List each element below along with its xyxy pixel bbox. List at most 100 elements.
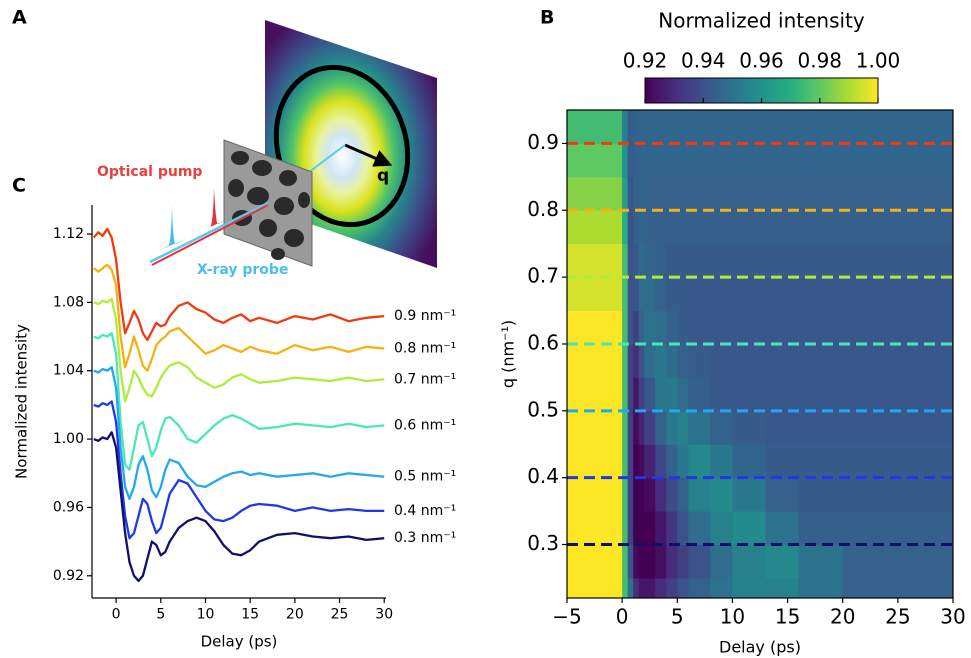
line-series: [93, 431, 385, 583]
x-tick-label: 15: [241, 606, 259, 622]
heatmap-cell: [666, 143, 678, 178]
heatmap-cell: [732, 176, 767, 211]
heatmap-cell: [644, 176, 656, 211]
colorbar-tick-label: 0.96: [739, 49, 784, 73]
heatmap-cell: [842, 277, 899, 312]
heatmap-cell: [655, 544, 667, 579]
y-tick-label: 0.8: [527, 197, 559, 221]
series-label: 0.8 nm⁻¹: [394, 341, 456, 357]
x-axis-label: Delay (ps): [719, 638, 801, 657]
heatmap-cell: [633, 310, 640, 345]
heatmap-cell: [732, 310, 767, 345]
heatmap-cell: [688, 477, 711, 512]
heatmap-cell: [666, 544, 678, 579]
heatmap-cell: [765, 511, 800, 546]
heatmap-cell: [842, 176, 899, 211]
heatmap-cell: [622, 410, 629, 445]
heatmap-cell: [710, 343, 733, 378]
heatmap-cell: [655, 343, 667, 378]
heatmap-cell: [765, 343, 800, 378]
heatmap-cell: [644, 277, 656, 312]
pump-beam: [151, 204, 269, 266]
heatmap-cell: [798, 277, 844, 312]
heatmap-cell: [710, 277, 733, 312]
heatmap-cell: [627, 310, 634, 345]
heatmap-cell: [897, 143, 954, 178]
heatmap-cell: [666, 343, 678, 378]
x-tick-label: 0: [112, 606, 121, 622]
colorbar-tick-label: 0.94: [681, 49, 726, 73]
heatmap-cell: [732, 511, 767, 546]
heatmap-cell: [897, 243, 954, 278]
y-tick-label: 0.4: [527, 464, 559, 488]
pump-pulse: [203, 188, 226, 230]
heatmap-cell: [633, 477, 640, 512]
heatmap-cell: [567, 444, 623, 479]
heatmap-cell: [688, 210, 711, 245]
heatmap-cell: [666, 176, 678, 211]
heatmap-cell: [765, 377, 800, 412]
heatmap-cell: [638, 410, 645, 445]
heatmap-cell: [710, 210, 733, 245]
heatmap-cell: [622, 110, 629, 144]
colorbar-tick-label: 0.92: [623, 49, 668, 73]
heatmap-cell: [688, 143, 711, 178]
y-tick-label: 1.12: [53, 226, 84, 242]
heatmap-cell: [633, 277, 640, 312]
heatmap-cell: [710, 176, 733, 211]
heatmap-cell: [633, 511, 640, 546]
heatmap-cell: [638, 477, 645, 512]
heatmap-cell: [567, 544, 623, 579]
heatmap-cell: [897, 477, 954, 512]
series-label: 0.3 nm⁻¹: [394, 530, 456, 546]
pump-label: Optical pump: [97, 164, 202, 180]
heatmap-cell: [644, 544, 656, 579]
heatmap-cell: [638, 377, 645, 412]
heatmap-cell: [655, 243, 667, 278]
heatmap-cell: [688, 110, 711, 144]
heatmap-cell: [666, 210, 678, 245]
heatmap-cell: [688, 310, 711, 345]
heatmap-cell: [798, 176, 844, 211]
heatmap-cell: [842, 143, 899, 178]
heatmap-cell: [644, 577, 656, 599]
colorbar-tick-label: 0.98: [797, 49, 842, 73]
heatmap-cell: [655, 377, 667, 412]
heatmap-cell: [688, 577, 711, 599]
heatmap-cell: [644, 410, 656, 445]
line-series: [93, 297, 385, 403]
x-tick-label: 30: [375, 606, 393, 622]
probe-label: X-ray probe: [197, 262, 288, 278]
heatmap-cell: [732, 143, 767, 178]
heatmap-cell: [710, 243, 733, 278]
heatmap-cell: [627, 210, 634, 245]
series-label: 0.9 nm⁻¹: [394, 308, 456, 324]
heatmap-cell: [622, 343, 629, 378]
x-tick-label: 30: [940, 605, 965, 629]
heatmap-cell: [644, 243, 656, 278]
y-tick-label: 0.9: [527, 130, 559, 154]
heatmap-cell: [842, 310, 899, 345]
heatmap-cell: [688, 511, 711, 546]
heatmap-cell: [638, 210, 645, 245]
heatmap-cell: [567, 377, 623, 412]
sample-holes: [228, 151, 310, 260]
heatmap-cell: [842, 210, 899, 245]
heatmap-cell: [666, 577, 678, 599]
x-tick-label: 15: [775, 605, 800, 629]
heatmap-cell: [627, 143, 634, 178]
heatmap-cell: [644, 377, 656, 412]
heatmap-cell: [622, 544, 629, 579]
heatmap-cell: [798, 310, 844, 345]
heatmap-cell: [644, 477, 656, 512]
heatmap-cell: [633, 343, 640, 378]
heatmap-cell: [765, 210, 800, 245]
heatmap-cell: [677, 343, 689, 378]
heatmap-cell: [842, 544, 899, 579]
heatmap-cell: [627, 176, 634, 211]
heatmap-cell: [622, 143, 629, 178]
heatmap-cell: [732, 410, 767, 445]
x-tick-label: 0: [616, 605, 629, 629]
heatmap-cell: [567, 243, 623, 278]
